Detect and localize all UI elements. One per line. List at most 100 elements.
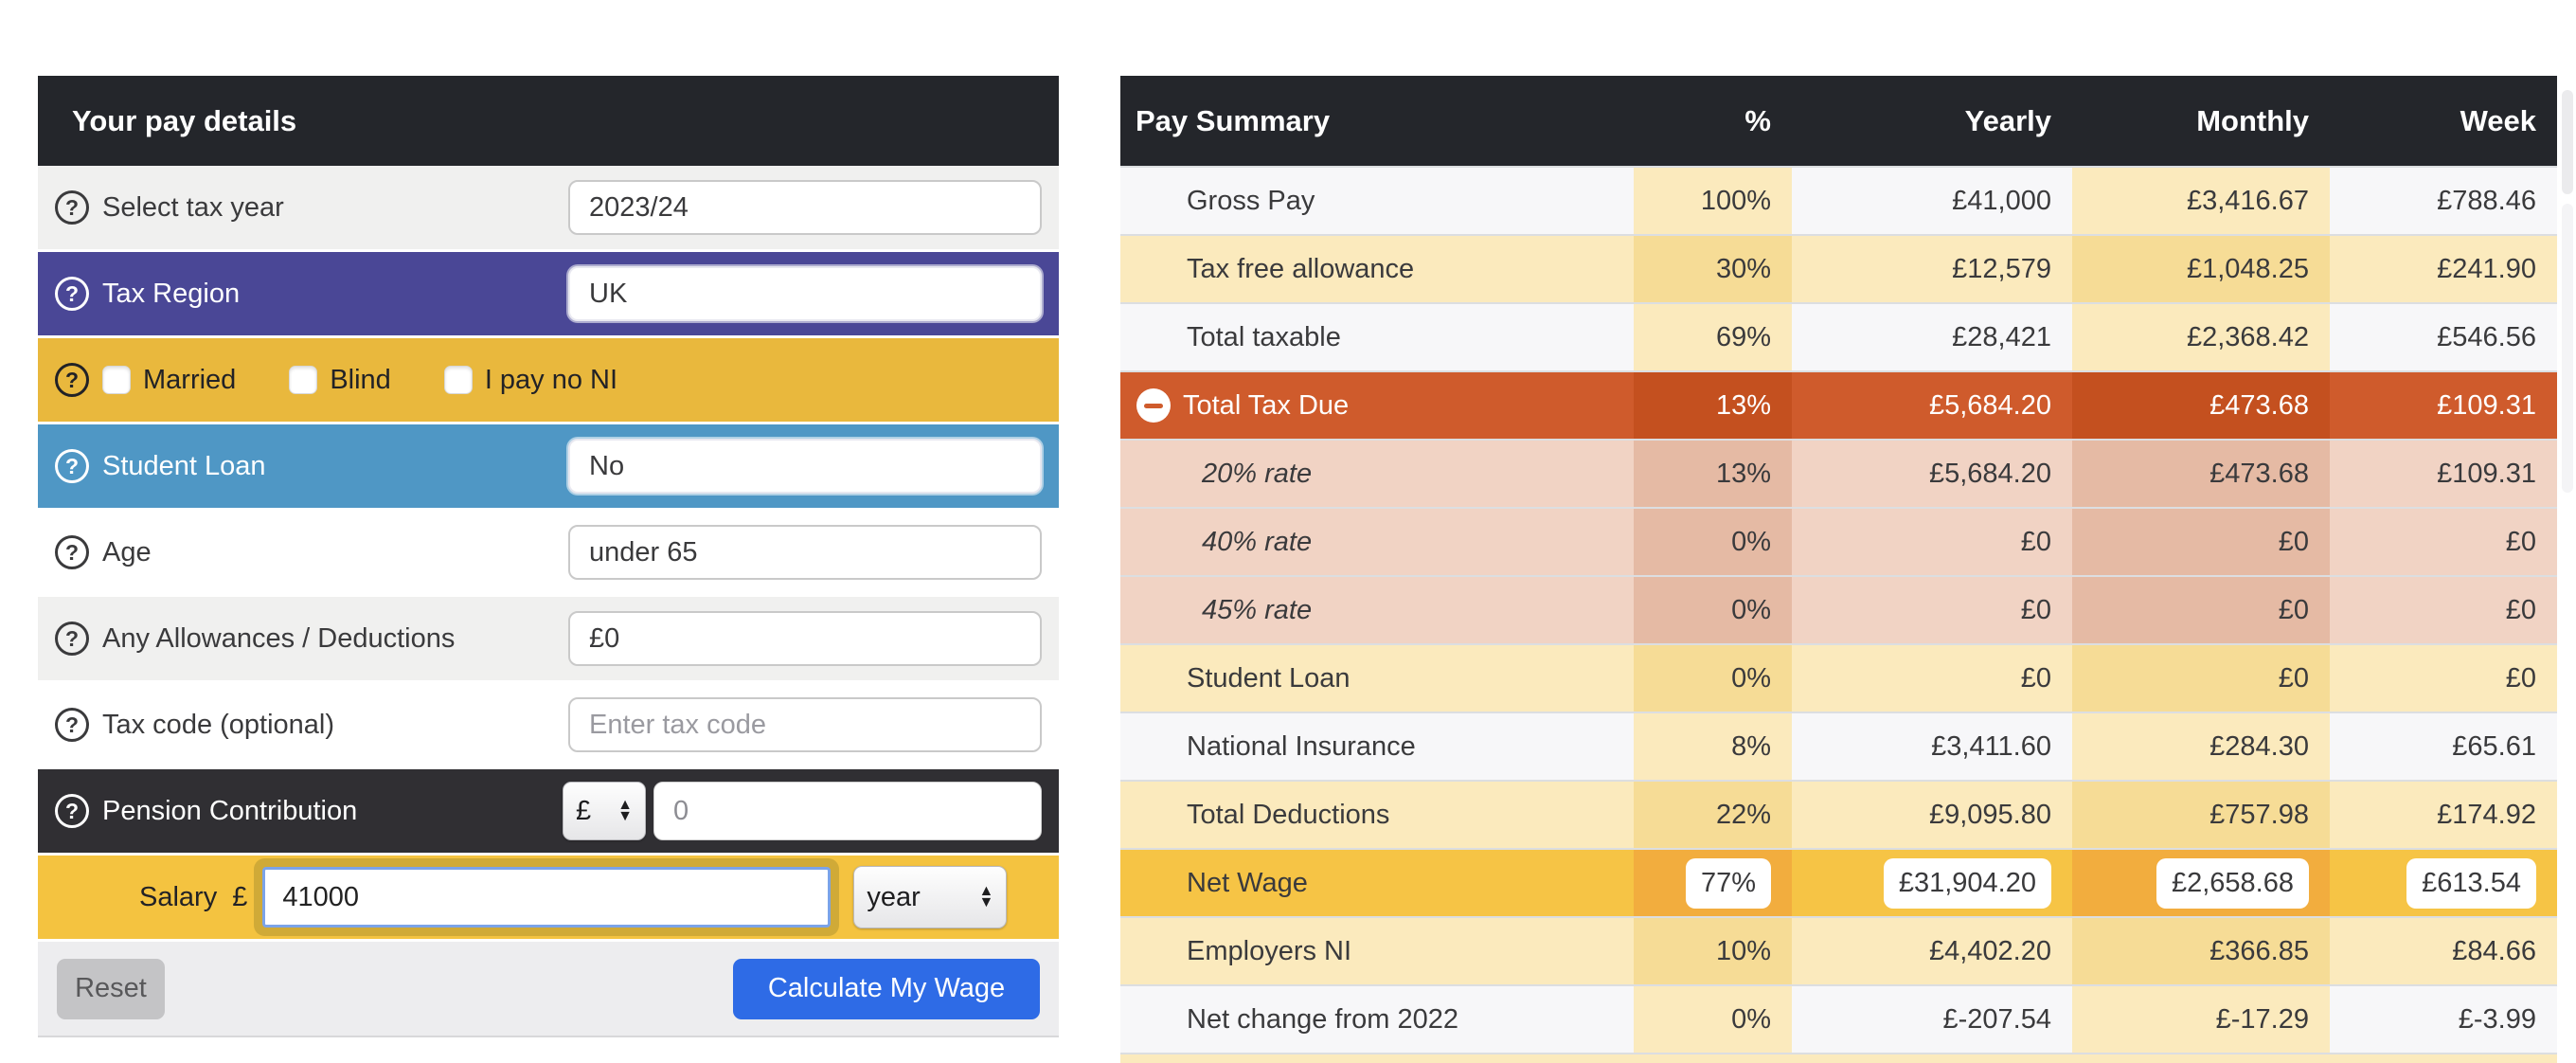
row-week: £0 — [2505, 594, 2536, 625]
header-yearly: Yearly — [1964, 103, 2051, 137]
row-week: £241.90 — [2437, 253, 2536, 284]
row-week: £84.66 — [2452, 935, 2536, 966]
row-label: Net Wage — [1187, 867, 1308, 898]
tax-code-label: Tax code (optional) — [102, 709, 335, 740]
salary-input[interactable] — [262, 867, 832, 928]
allowances-input[interactable] — [568, 611, 1042, 666]
table-row-net-change: Net change from 2022 0% £-207.54 £-17.29… — [1120, 984, 2557, 1053]
help-icon[interactable]: ? — [55, 449, 89, 483]
salary-period-select[interactable]: year ▲ ▼ — [853, 866, 1008, 928]
row-label: 45% rate — [1202, 594, 1313, 625]
student-loan-select[interactable] — [568, 439, 1042, 494]
row-pct: 13% — [1634, 372, 1792, 439]
reset-button[interactable]: Reset — [57, 958, 165, 1019]
help-icon[interactable]: ? — [55, 708, 89, 742]
row-monthly: £757.98 — [2072, 782, 2330, 848]
row-yearly: £28,421 — [1952, 321, 2051, 352]
married-checkbox[interactable] — [102, 366, 131, 394]
row-monthly: £284.30 — [2072, 713, 2330, 780]
row-week: £174.92 — [2437, 799, 2536, 830]
form-footer: Reset Calculate My Wage — [38, 942, 1059, 1037]
pension-unit-select[interactable]: £ ▲ ▼ — [563, 782, 646, 840]
calculate-button[interactable]: Calculate My Wage — [733, 958, 1040, 1019]
tax-year-select[interactable] — [568, 180, 1042, 235]
salary-currency-symbol: £ — [232, 881, 248, 912]
header-week: Week — [2460, 103, 2536, 137]
pay-summary-panel: Pay Summary % Yearly Monthly Week Gross … — [1120, 76, 2557, 1063]
tax-code-row: ? Tax code (optional) — [38, 683, 1059, 769]
row-week: £613.54 — [2330, 850, 2557, 916]
row-label: Total taxable — [1187, 321, 1341, 352]
age-select[interactable] — [568, 525, 1042, 580]
net-wage-pct-pill: 77% — [1685, 857, 1771, 909]
tax-region-select[interactable] — [568, 266, 1042, 321]
table-row-net-wage: Net Wage 77% £31,904.20 £2,658.68 £613.5… — [1120, 848, 2557, 916]
scrollbar-track[interactable] — [2562, 204, 2573, 493]
pay-details-title: Your pay details — [72, 103, 297, 137]
row-label-group: Total Tax Due — [1120, 372, 1634, 439]
blind-label: Blind — [330, 364, 391, 395]
row-yearly: £12,579 — [1952, 253, 2051, 284]
row-monthly: £0 — [2072, 645, 2330, 712]
stepper-arrows-icon: ▲ ▼ — [978, 883, 994, 910]
row-pct: 8% — [1634, 713, 1792, 780]
married-label: Married — [143, 364, 237, 395]
table-row-45pct-rate: 45% rate 0% £0 £0 £0 — [1120, 575, 2557, 643]
help-icon[interactable]: ? — [55, 277, 89, 311]
row-week: £109.31 — [2437, 389, 2536, 421]
table-row-tax-free-allowance: Tax free allowance 30% £12,579 £1,048.25… — [1120, 234, 2557, 302]
row-yearly: £9,095.80 — [1928, 799, 2051, 830]
row-monthly: £-17.29 — [2072, 986, 2330, 1053]
tax-region-label: Tax Region — [102, 278, 241, 309]
salary-row: Salary £ year ▲▼ — [38, 856, 1059, 942]
row-yearly: £-207.54 — [1942, 1003, 2052, 1035]
row-pct: 30% — [1634, 236, 1792, 302]
row-yearly: £41,000 — [1952, 185, 2051, 216]
scrollbar-thumb[interactable] — [2562, 90, 2573, 194]
help-icon[interactable]: ? — [55, 535, 89, 569]
pension-amount-input[interactable] — [653, 782, 1042, 840]
row-pct: 13% — [1634, 441, 1792, 507]
help-icon[interactable]: ? — [55, 622, 89, 656]
student-loan-row: ? Student Loan — [38, 424, 1059, 511]
row-yearly: £31,904.20 — [1792, 850, 2072, 916]
row-label: 20% rate — [1202, 458, 1313, 489]
help-icon[interactable]: ? — [55, 190, 89, 225]
blind-checkbox-group: Blind — [289, 365, 444, 396]
blind-checkbox[interactable] — [289, 366, 318, 394]
row-yearly: £4,402.20 — [1928, 935, 2051, 966]
row-label: Net change from 2022 — [1187, 1003, 1458, 1035]
pay-summary-header: Pay Summary % Yearly Monthly Week — [1120, 76, 2557, 166]
age-label: Age — [102, 536, 152, 568]
row-week: £546.56 — [2437, 321, 2536, 352]
help-icon[interactable]: ? — [55, 794, 89, 828]
table-row-40pct-rate: 40% rate 0% £0 £0 £0 — [1120, 507, 2557, 575]
tax-code-input[interactable] — [568, 697, 1042, 752]
salary-label-group: Salary £ — [139, 882, 247, 913]
row-monthly: £473.68 — [2072, 372, 2330, 439]
row-label: Tax free allowance — [1187, 253, 1415, 284]
row-label: Total Deductions — [1187, 799, 1390, 830]
row-label: 40% rate — [1202, 526, 1313, 557]
table-row-total-taxable: Total taxable 69% £28,421 £2,368.42 £546… — [1120, 302, 2557, 370]
row-week: £0 — [2505, 526, 2536, 557]
header-monthly: Monthly — [2196, 103, 2309, 137]
row-yearly: £0 — [2020, 662, 2051, 694]
row-pct: 10% — [1634, 918, 1792, 984]
pension-unit-value: £ — [576, 795, 592, 826]
header-percent: % — [1744, 103, 1771, 137]
collapse-minus-icon[interactable] — [1136, 388, 1171, 423]
row-week: £788.46 — [2437, 185, 2536, 216]
row-pct: 0% — [1634, 509, 1792, 575]
stepper-arrows-icon: ▲ ▼ — [617, 797, 633, 824]
table-row-total-tax-due: Total Tax Due 13% £5,684.20 £473.68 £109… — [1120, 370, 2557, 439]
row-pct: 100% — [1634, 168, 1792, 234]
no-ni-checkbox[interactable] — [443, 366, 473, 394]
row-pct: 77% — [1634, 850, 1792, 916]
help-icon[interactable]: ? — [55, 363, 89, 397]
table-row-20pct-rate: 20% rate 13% £5,684.20 £473.68 £109.31 — [1120, 439, 2557, 507]
status-checkbox-row: ? Married Blind I pay no NI — [38, 338, 1059, 424]
table-row-student-loan: Student Loan 0% £0 £0 £0 — [1120, 643, 2557, 712]
no-ni-label: I pay no NI — [484, 364, 618, 395]
